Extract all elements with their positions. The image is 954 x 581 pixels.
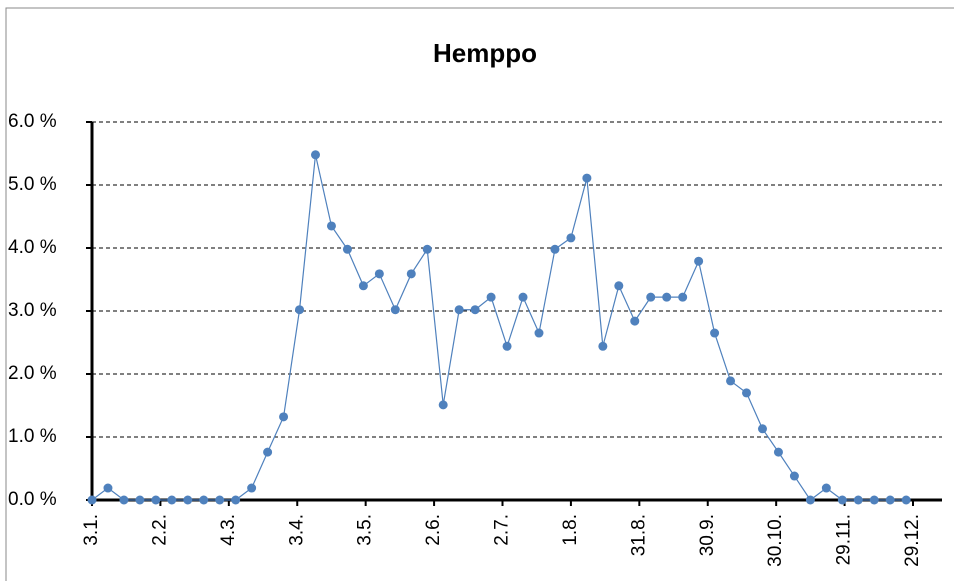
y-tick-label: 0.0 %	[8, 489, 57, 510]
data-point	[821, 483, 831, 493]
data-point	[742, 388, 752, 398]
x-tick-label: 2.2.	[149, 514, 170, 546]
data-point	[773, 447, 783, 457]
x-tick-label: 30.9.	[697, 514, 718, 556]
data-point	[853, 495, 863, 505]
x-tick-label: 3.4.	[286, 514, 307, 546]
x-tick-label: 2.7.	[492, 514, 513, 546]
data-point	[582, 173, 592, 183]
y-tick-label: 2.0 %	[8, 363, 57, 384]
data-point	[263, 447, 273, 457]
data-point	[295, 305, 305, 315]
data-point	[694, 256, 704, 266]
data-point	[199, 495, 209, 505]
data-point	[454, 305, 464, 315]
data-point	[646, 292, 656, 302]
data-point	[502, 341, 512, 351]
data-point	[678, 292, 688, 302]
data-point	[614, 281, 624, 291]
data-point	[135, 495, 145, 505]
data-point	[167, 495, 177, 505]
data-point	[662, 292, 672, 302]
data-point	[151, 495, 161, 505]
y-tick-label: 1.0 %	[8, 426, 57, 447]
chart-title: Hemppo	[433, 38, 537, 68]
data-point	[885, 495, 895, 505]
data-point	[374, 269, 384, 279]
data-point	[390, 305, 400, 315]
x-tick-label: 29.11.	[834, 514, 855, 565]
x-tick-label: 4.3.	[218, 514, 239, 546]
data-point	[470, 305, 480, 315]
data-point	[326, 221, 336, 231]
data-point	[342, 244, 352, 254]
x-tick-label: 3.5.	[355, 514, 376, 546]
data-point	[183, 495, 193, 505]
x-tick-label: 29.12.	[902, 514, 923, 567]
data-point	[534, 328, 544, 338]
x-tick-label: 3.1.	[81, 514, 102, 546]
data-point	[630, 316, 640, 326]
data-point	[358, 281, 368, 291]
data-point	[406, 269, 416, 279]
data-point	[215, 495, 225, 505]
y-tick-label: 5.0 %	[8, 174, 57, 195]
x-tick-label: 2.6.	[423, 514, 444, 546]
data-point	[598, 341, 608, 351]
data-point	[566, 233, 576, 243]
data-point	[119, 495, 129, 505]
data-point	[231, 495, 241, 505]
data-point	[869, 495, 879, 505]
data-point	[103, 483, 113, 493]
series-line	[91, 154, 907, 501]
data-point	[87, 495, 97, 505]
data-point	[550, 244, 560, 254]
x-tick-label: 30.10.	[765, 514, 786, 567]
data-point	[486, 292, 496, 302]
data-point	[518, 292, 528, 302]
x-tick-label: 1.8.	[560, 514, 581, 546]
data-point	[901, 495, 911, 505]
data-point	[438, 400, 448, 410]
data-point	[310, 150, 320, 160]
y-tick-label: 6.0 %	[8, 111, 57, 132]
y-tick-label: 4.0 %	[8, 237, 57, 258]
data-point	[805, 495, 815, 505]
data-point	[789, 471, 799, 481]
data-point	[837, 495, 847, 505]
data-point	[710, 328, 720, 338]
data-point	[757, 424, 767, 434]
y-tick-label: 3.0 %	[8, 300, 57, 321]
x-tick-label: 31.8.	[628, 514, 649, 556]
data-point	[279, 412, 289, 422]
data-point	[726, 376, 736, 386]
chart-frame	[5, 7, 954, 581]
data-point	[422, 244, 432, 254]
data-point	[247, 483, 257, 493]
